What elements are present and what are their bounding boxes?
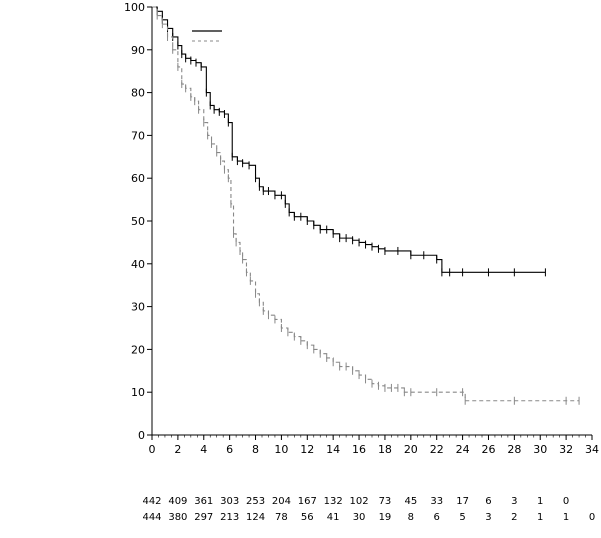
x-tick-label: 26 — [481, 443, 495, 456]
risk-count: 132 — [324, 496, 343, 507]
risk-count: 361 — [194, 496, 213, 507]
risk-count: 102 — [350, 496, 369, 507]
risk-count: 73 — [379, 496, 392, 507]
risk-count: 30 — [353, 512, 366, 523]
x-tick-label: 18 — [378, 443, 392, 456]
risk-count: 297 — [194, 512, 213, 523]
risk-count: 3 — [485, 512, 491, 523]
y-tick-label: 0 — [138, 429, 145, 442]
legend — [192, 30, 222, 42]
risk-count: 442 — [142, 496, 161, 507]
y-tick-label: 90 — [131, 44, 145, 57]
x-tick-label: 2 — [174, 443, 181, 456]
x-tick-label: 20 — [404, 443, 418, 456]
risk-count: 19 — [379, 512, 392, 523]
x-tick-label: 10 — [274, 443, 288, 456]
series-layer — [152, 6, 580, 405]
y-tick-label: 40 — [131, 258, 145, 271]
risk-count: 17 — [456, 496, 469, 507]
risk-count: 78 — [275, 512, 288, 523]
y-tick-label: 60 — [131, 172, 145, 185]
x-tick-label: 16 — [352, 443, 366, 456]
x-tick-label: 24 — [456, 443, 470, 456]
risk-count: 380 — [168, 512, 187, 523]
x-tick-label: 4 — [200, 443, 207, 456]
x-tick-label: 34 — [585, 443, 599, 456]
risk-count: 1 — [563, 512, 569, 523]
x-tick-label: 0 — [149, 443, 156, 456]
risk-count: 1 — [537, 512, 543, 523]
risk-count: 253 — [246, 496, 265, 507]
risk-count: 2 — [511, 512, 517, 523]
x-tick-label: 32 — [559, 443, 573, 456]
x-tick-label: 14 — [326, 443, 340, 456]
risk-count: 409 — [168, 496, 187, 507]
risk-count: 8 — [408, 512, 414, 523]
risk-count: 124 — [246, 512, 265, 523]
risk-count: 56 — [301, 512, 314, 523]
y-tick-label: 20 — [131, 343, 145, 356]
risk-count: 33 — [430, 496, 443, 507]
y-tick-label: 30 — [131, 301, 145, 314]
y-tick-label: 50 — [131, 215, 145, 228]
x-tick-label: 12 — [300, 443, 314, 456]
risk-count: 0 — [563, 496, 569, 507]
y-tick-label: 80 — [131, 87, 145, 100]
risk-count: 303 — [220, 496, 239, 507]
risk-count: 45 — [404, 496, 417, 507]
x-tick-label: 6 — [226, 443, 233, 456]
risk-count: 6 — [485, 496, 491, 507]
x-tick-label: 22 — [430, 443, 444, 456]
risk-count: 5 — [459, 512, 465, 523]
km-curve-2 — [152, 6, 580, 402]
y-tick-label: 70 — [131, 129, 145, 142]
risk-count: 0 — [589, 512, 595, 523]
risk-count: 1 — [537, 496, 543, 507]
risk-count: 444 — [142, 512, 161, 523]
number-at-risk-table: 442 409 361 303 253 204 167 132 102 73 45 33 17 6 3 1 04… — [142, 496, 595, 523]
risk-count: 6 — [434, 512, 440, 523]
risk-count: 3 — [511, 496, 517, 507]
x-tick-label: 30 — [533, 443, 547, 456]
x-tick-label: 8 — [252, 443, 259, 456]
y-tick-label: 100 — [124, 1, 145, 14]
risk-count: 41 — [327, 512, 340, 523]
risk-count: 213 — [220, 512, 239, 523]
risk-count: 204 — [272, 496, 291, 507]
y-tick-label: 10 — [131, 386, 145, 399]
risk-count: 167 — [298, 496, 317, 507]
x-tick-label: 28 — [507, 443, 521, 456]
